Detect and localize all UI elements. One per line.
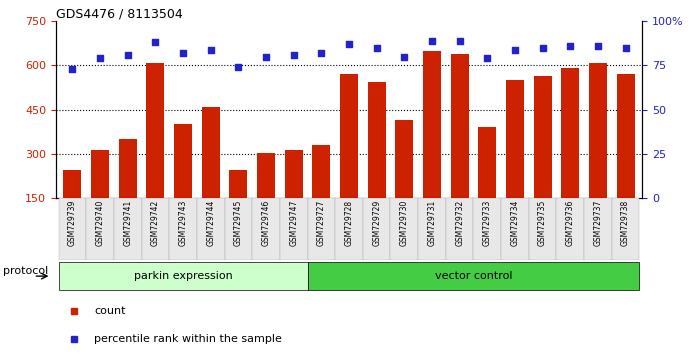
Bar [230, 170, 247, 198]
Bar [395, 120, 413, 198]
Point [205, 47, 216, 52]
Bar [446, 198, 473, 260]
Text: GSM729732: GSM729732 [455, 200, 464, 246]
Text: GSM729730: GSM729730 [400, 200, 409, 246]
Text: percentile rank within the sample: percentile rank within the sample [94, 334, 282, 344]
Bar [87, 198, 114, 260]
Bar [478, 127, 496, 198]
Text: GSM729740: GSM729740 [96, 200, 105, 246]
Bar [91, 149, 109, 198]
Bar [506, 80, 524, 198]
Point [122, 52, 133, 58]
Bar [285, 149, 303, 198]
Bar [561, 68, 579, 198]
Point [565, 43, 576, 49]
Bar [423, 51, 441, 198]
Bar [59, 198, 87, 260]
Bar [501, 198, 529, 260]
Text: protocol: protocol [3, 266, 48, 276]
Text: GSM729743: GSM729743 [179, 200, 188, 246]
Bar [202, 107, 220, 198]
Bar [368, 82, 385, 198]
Bar [533, 76, 551, 198]
Point [150, 40, 161, 45]
Bar [529, 198, 556, 260]
Bar [589, 63, 607, 198]
Text: GSM729734: GSM729734 [510, 200, 519, 246]
Point [593, 43, 604, 49]
Bar [142, 198, 169, 260]
Text: GSM729728: GSM729728 [345, 200, 353, 246]
Text: GSM729736: GSM729736 [566, 200, 574, 246]
Bar [119, 139, 137, 198]
Text: GSM729739: GSM729739 [68, 200, 77, 246]
Text: GSM729746: GSM729746 [262, 200, 271, 246]
Bar [308, 262, 639, 290]
Point [454, 38, 465, 44]
Text: GSM729747: GSM729747 [289, 200, 298, 246]
Point [620, 45, 631, 51]
Bar [280, 198, 308, 260]
Text: GDS4476 / 8113504: GDS4476 / 8113504 [56, 7, 183, 20]
Point [343, 41, 355, 47]
Point [315, 50, 327, 56]
Bar [616, 74, 634, 198]
Bar [59, 262, 308, 290]
Bar [611, 198, 639, 260]
Point [288, 52, 299, 58]
Text: GSM729744: GSM729744 [206, 200, 215, 246]
Text: GSM729742: GSM729742 [151, 200, 160, 246]
Text: GSM729745: GSM729745 [234, 200, 243, 246]
Point [371, 45, 383, 51]
Bar [340, 74, 358, 198]
Bar [257, 153, 275, 198]
Bar [308, 198, 335, 260]
Bar [556, 198, 584, 260]
Bar [584, 198, 611, 260]
Text: GSM729733: GSM729733 [483, 200, 492, 246]
Bar [147, 63, 165, 198]
Point [426, 38, 438, 44]
Text: GSM729727: GSM729727 [317, 200, 326, 246]
Point [399, 54, 410, 59]
Point [177, 50, 188, 56]
Point [537, 45, 548, 51]
Bar [197, 198, 225, 260]
Text: vector control: vector control [435, 271, 512, 281]
Bar [174, 125, 192, 198]
Text: count: count [94, 306, 126, 316]
Bar [114, 198, 142, 260]
Bar [418, 198, 446, 260]
Text: GSM729735: GSM729735 [538, 200, 547, 246]
Text: GSM729729: GSM729729 [372, 200, 381, 246]
Bar [64, 170, 82, 198]
Bar [335, 198, 363, 260]
Text: parkin expression: parkin expression [134, 271, 232, 281]
Point [67, 66, 78, 72]
Text: GSM729737: GSM729737 [593, 200, 602, 246]
Bar [169, 198, 197, 260]
Bar [473, 198, 501, 260]
Point [94, 56, 105, 61]
Bar [451, 54, 468, 198]
Point [510, 47, 521, 52]
Bar [252, 198, 280, 260]
Point [482, 56, 493, 61]
Text: GSM729741: GSM729741 [124, 200, 132, 246]
Bar [390, 198, 418, 260]
Bar [312, 145, 330, 198]
Text: GSM729731: GSM729731 [427, 200, 436, 246]
Point [260, 54, 272, 59]
Point [233, 64, 244, 70]
Bar [363, 198, 390, 260]
Bar [225, 198, 252, 260]
Text: GSM729738: GSM729738 [621, 200, 630, 246]
